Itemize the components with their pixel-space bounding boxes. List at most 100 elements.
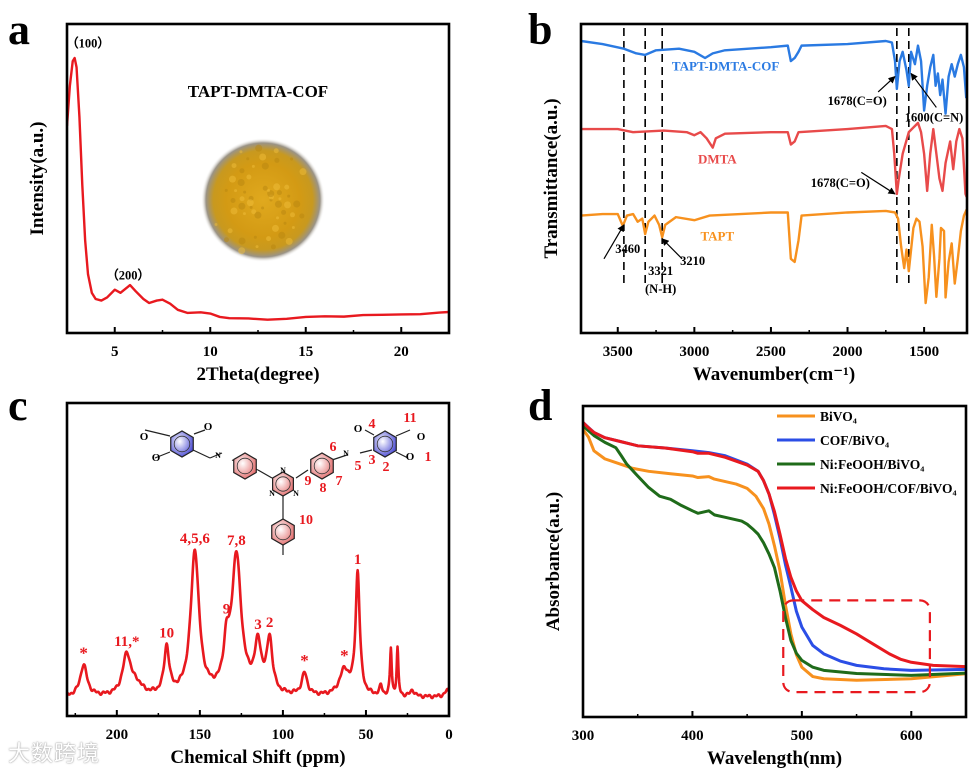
atom-label: N	[293, 489, 299, 498]
powder-grain	[266, 236, 272, 242]
plot-area	[67, 548, 449, 700]
powder-grain	[223, 237, 229, 243]
x-tick-label: 2000	[833, 344, 863, 360]
peak-label: 3	[254, 617, 262, 633]
annotation-label: 3460	[615, 242, 640, 256]
powder-grain	[255, 144, 263, 152]
annotation-arrow	[910, 72, 937, 108]
powder-grain	[238, 247, 246, 255]
chemical-bond	[192, 449, 211, 459]
x-tick-label: 50	[358, 727, 373, 743]
powder-grain	[253, 235, 257, 239]
atom-label: O	[406, 451, 415, 463]
powder-grain	[254, 211, 262, 219]
aromatic-ring-red	[233, 452, 257, 480]
x-tick-label: 100	[272, 727, 295, 743]
powder-grain	[230, 207, 238, 215]
peak-label: 1	[354, 552, 362, 568]
powder-grain	[234, 189, 238, 193]
annotation-label: (N-H)	[645, 282, 676, 296]
powder-grain	[276, 216, 280, 220]
carbon-position-label: 9	[305, 474, 312, 489]
powder-grain	[251, 164, 255, 168]
carbon-position-label: 1	[425, 450, 432, 465]
atom-label: O	[204, 421, 213, 433]
atom-label: N	[215, 451, 221, 460]
x-axis-label: Wavenumber(cm⁻¹)	[693, 364, 855, 385]
x-tick-label: 3000	[679, 344, 709, 360]
series-line-ni-feooh-bivo-	[583, 424, 966, 677]
legend-label: COF/BiVO₄	[820, 433, 889, 448]
axes-frame	[581, 404, 968, 719]
powder-grain	[214, 223, 218, 227]
powder-grain	[283, 221, 287, 225]
annotation-label: 1678(C=O)	[828, 94, 887, 108]
x-axis-label: Wavelength(nm)	[707, 748, 842, 768]
powder-grain	[289, 212, 295, 218]
aromatic-ring-red	[271, 518, 295, 546]
powder-grain	[271, 224, 279, 232]
panel-b-ftir-chart: b 3500 3000 2500 2000 1500 Wavenumber(cm⁻¹) Tra…	[528, 5, 969, 385]
powder-grain	[291, 226, 295, 230]
triazine-ring-inner	[275, 476, 291, 492]
powder-grain	[242, 212, 246, 216]
x-axis-label: 2Theta(degree)	[196, 364, 319, 385]
powder-grain	[259, 153, 267, 161]
panel-label: d	[528, 381, 552, 430]
peak-label: 2	[266, 615, 274, 631]
powder-grain	[284, 184, 290, 190]
powder-grain	[278, 197, 282, 201]
chemical-bond	[331, 454, 348, 461]
panel-label: c	[8, 381, 28, 430]
chemical-bond	[209, 452, 223, 459]
powder-grain	[238, 202, 246, 210]
powder-grain	[230, 197, 236, 203]
powder-grain	[278, 231, 286, 239]
powder-grain	[261, 162, 269, 170]
x-tick-label: 2500	[756, 344, 786, 360]
chemical-bond	[154, 451, 171, 459]
x-tick-label: 500	[791, 728, 814, 744]
powder-grain	[273, 148, 279, 154]
x-tick-label: 10	[203, 344, 218, 360]
legend-label: Ni:FeOOH/COF/BiVO₄	[820, 481, 957, 496]
panel-c-nmr-chart: c 200 150 100 50 0 Chemical Shift (ppm) * 11,* 10…	[8, 381, 453, 768]
powder-grain	[281, 209, 287, 215]
plot-area	[67, 56, 449, 321]
chemical-bond	[257, 469, 273, 479]
series-line-tapt-dmta-cof-xrd	[67, 56, 449, 321]
powder-grain	[231, 163, 237, 169]
x-tick-label: 300	[572, 728, 595, 744]
panel-a-xrd-chart: a 5 10 15 20 2Theta(degree) Intensity(a.u.) （10…	[8, 5, 451, 385]
powder-grain	[287, 194, 291, 198]
powder-grain	[273, 183, 281, 191]
x-tick-label: 400	[681, 728, 704, 744]
peak-label: 11,*	[114, 634, 139, 650]
peak-label: *	[79, 644, 88, 663]
powder-grain	[246, 174, 252, 180]
legend-label: Ni:FeOOH/BiVO₄	[820, 457, 924, 472]
carbon-position-label: 6	[330, 440, 337, 455]
plot-area	[581, 28, 967, 305]
powder-grain	[284, 201, 292, 209]
x-tick-label: 20	[394, 344, 409, 360]
powder-grain	[299, 168, 307, 176]
carbon-position-label: 2	[383, 460, 390, 475]
powder-grain	[293, 200, 301, 208]
carbon-position-label: 11	[403, 411, 416, 426]
powder-grain	[249, 205, 253, 209]
series-line-bivo-	[583, 428, 966, 682]
powder-grain	[246, 199, 254, 207]
plot-area	[583, 421, 966, 682]
carbon-position-label: 4	[369, 417, 376, 432]
annotation-label: 3321	[648, 264, 673, 278]
y-axis-label: Intensity(a.u.)	[27, 121, 48, 235]
powder-grain	[290, 157, 294, 161]
powder-grain	[224, 188, 228, 192]
peak-label: 4,5,6	[180, 531, 211, 547]
powder-grain	[239, 150, 243, 154]
annotation-label: 3210	[680, 254, 705, 268]
powder-grain	[261, 206, 265, 210]
powder-grain	[227, 228, 233, 234]
aromatic-ring-red-inner	[274, 523, 292, 541]
